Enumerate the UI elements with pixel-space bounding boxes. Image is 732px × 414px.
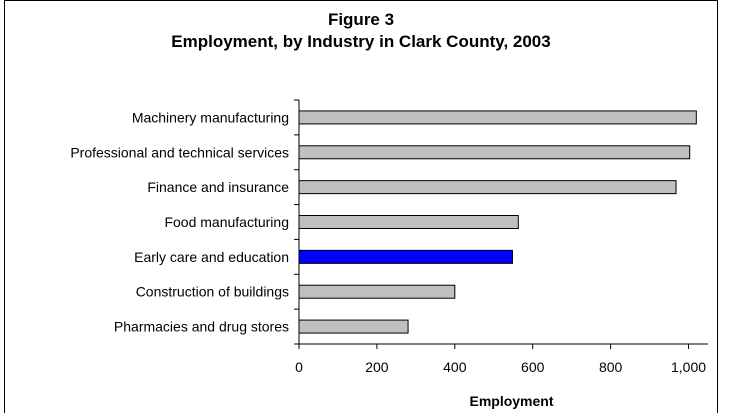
x-tick-label: 600: [521, 359, 545, 375]
bar: [298, 249, 513, 264]
category-label: Construction of buildings: [136, 284, 289, 300]
bar: [298, 180, 677, 195]
bar: [298, 284, 456, 299]
bar: [298, 319, 409, 334]
chart-subtitle: Employment, by Industry in Clark County,…: [171, 32, 551, 51]
x-tick-label: 200: [365, 359, 389, 375]
bar: [298, 110, 697, 125]
category-label: Professional and technical services: [70, 144, 289, 160]
x-axis-title: Employment: [469, 393, 553, 409]
bar: [298, 215, 519, 229]
category-label: Finance and insurance: [147, 179, 289, 195]
x-tick-label: 800: [599, 359, 623, 375]
x-tick-label: 1,000: [671, 359, 706, 375]
x-tick-label: 0: [295, 359, 303, 375]
bar: [298, 145, 691, 160]
chart-title: Figure 3: [327, 10, 395, 29]
category-label: Machinery manufacturing: [132, 109, 289, 125]
category-label: Pharmacies and drug stores: [114, 319, 289, 335]
category-label: Food manufacturing: [164, 214, 289, 230]
x-tick-label: 400: [443, 359, 467, 375]
category-label: Early care and education: [134, 249, 289, 265]
